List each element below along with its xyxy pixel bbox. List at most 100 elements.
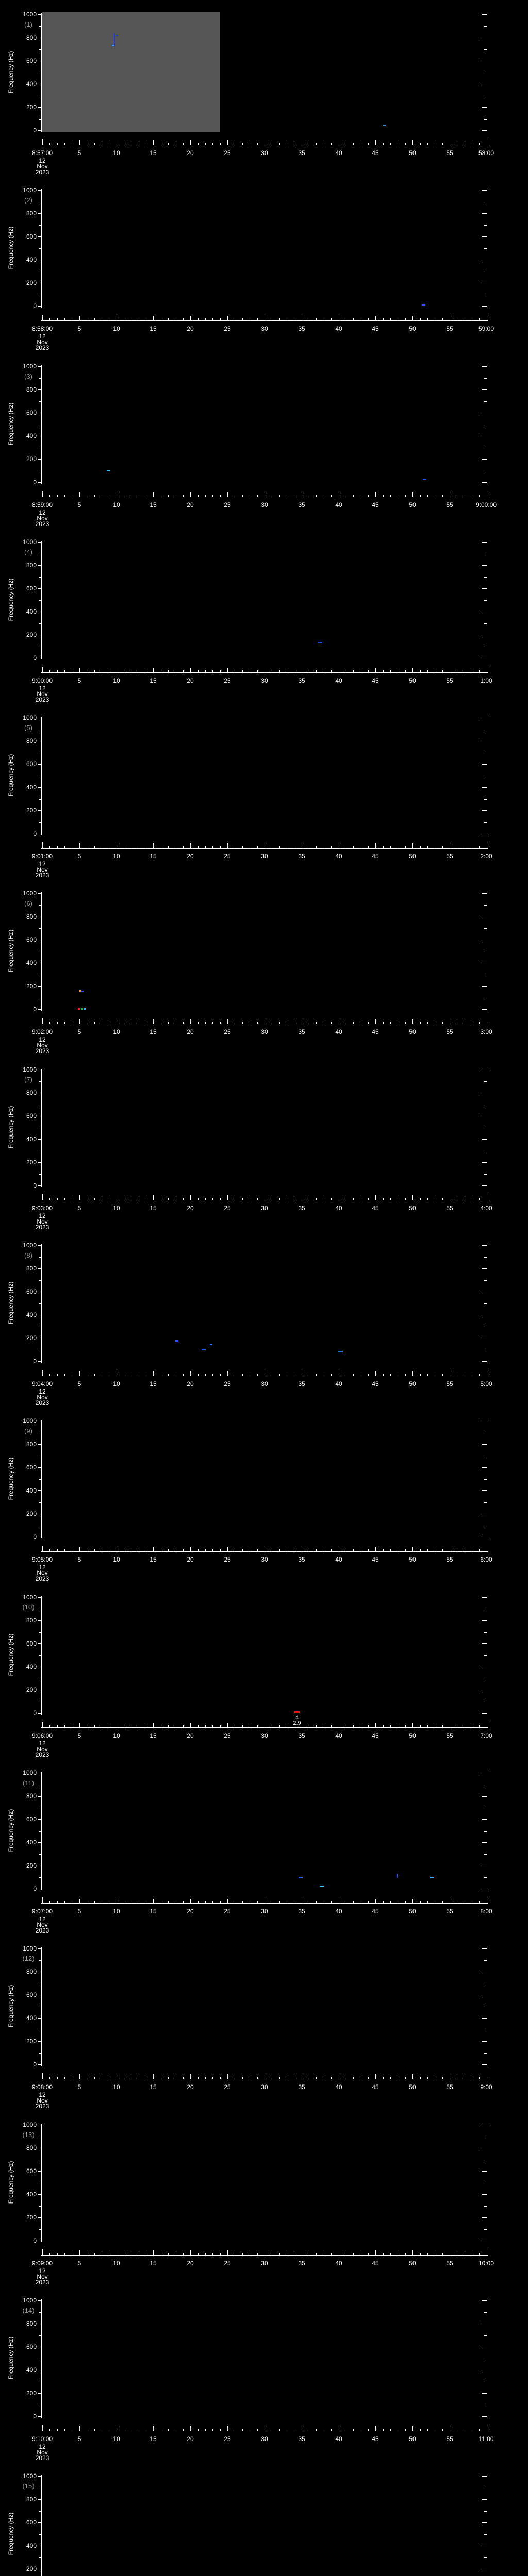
time-tick xyxy=(212,1374,213,1376)
y-tick xyxy=(38,14,41,15)
time-tick-label: 10 xyxy=(113,853,120,860)
time-tick xyxy=(405,2077,406,2079)
y-axis-title: Frequency (Hz) xyxy=(7,402,14,446)
time-tick xyxy=(420,2253,421,2255)
time-tick xyxy=(316,846,317,848)
time-tick xyxy=(190,2250,191,2255)
time-tick xyxy=(331,1901,332,1903)
y-tick xyxy=(39,401,41,402)
time-tick xyxy=(242,2429,243,2431)
time-tick xyxy=(383,846,384,848)
right-axis-tick xyxy=(484,928,487,929)
right-axis-tick xyxy=(484,1303,487,1304)
time-tick-label: 35 xyxy=(298,1556,305,1563)
time-tick xyxy=(242,2077,243,2079)
time-tick xyxy=(64,318,65,320)
time-tick xyxy=(316,2253,317,2255)
y-axis-line xyxy=(41,1772,42,1890)
right-axis-tick xyxy=(482,1268,487,1269)
time-tick xyxy=(57,318,58,320)
time-tick xyxy=(316,1198,317,1200)
right-axis-tick xyxy=(482,1444,487,1445)
time-tick xyxy=(368,143,369,145)
time-tick xyxy=(220,2077,221,2079)
time-tick xyxy=(79,1723,80,1727)
time-tick xyxy=(94,1022,95,1024)
time-tick xyxy=(57,1374,58,1376)
panel-index-label: (11) xyxy=(22,1779,35,1787)
time-tick xyxy=(94,2429,95,2431)
time-tick-label: 15 xyxy=(150,149,157,157)
date-label: 2023 xyxy=(35,2279,50,2286)
end-time-label: 2:00 xyxy=(480,853,492,860)
panel-index-label: (3) xyxy=(24,372,32,380)
time-tick xyxy=(479,318,480,320)
panel-index-label: (12) xyxy=(22,1955,35,1962)
y-tick-label: 400 xyxy=(26,256,37,263)
time-tick xyxy=(183,1725,184,1727)
time-tick xyxy=(375,1723,376,1727)
y-tick xyxy=(39,1632,41,1633)
time-tick-label: 5 xyxy=(77,1380,81,1387)
time-tick-label: 25 xyxy=(224,501,231,509)
date-label: 12 xyxy=(39,1740,46,1747)
time-tick-label: 50 xyxy=(409,1556,416,1563)
time-tick xyxy=(190,1371,191,1376)
right-axis-tick xyxy=(484,905,487,906)
time-tick-label: 55 xyxy=(446,501,453,509)
end-time-label: 1:00 xyxy=(480,677,492,684)
time-tick-label: 50 xyxy=(409,149,416,157)
time-tick xyxy=(198,495,199,497)
y-tick xyxy=(39,1081,41,1082)
y-tick xyxy=(39,225,41,226)
time-tick xyxy=(405,2253,406,2255)
time-tick-label: 10 xyxy=(113,1556,120,1563)
time-tick xyxy=(220,670,221,672)
detection-mark xyxy=(112,45,114,46)
time-tick xyxy=(279,2429,280,2431)
time-tick-label: 5 xyxy=(77,2260,81,2267)
y-tick-label: 400 xyxy=(26,2542,37,2549)
time-tick xyxy=(64,495,65,497)
y-tick xyxy=(39,2053,41,2054)
time-tick-label: 55 xyxy=(446,2260,453,2267)
y-tick xyxy=(39,1303,41,1304)
time-tick xyxy=(57,1022,58,1024)
right-axis-tick xyxy=(482,1245,487,1246)
date-label: 2023 xyxy=(35,1751,50,1758)
panel-index-label: (5) xyxy=(24,724,32,732)
time-tick xyxy=(79,1899,80,1903)
time-tick xyxy=(190,1195,191,1200)
y-tick-label: 1000 xyxy=(23,1242,37,1249)
time-tick xyxy=(331,670,332,672)
time-tick xyxy=(57,670,58,672)
time-tick-label: 55 xyxy=(446,2435,453,2443)
time-tick xyxy=(168,1374,169,1376)
time-tick xyxy=(331,2429,332,2431)
right-axis-tick xyxy=(482,1819,487,1820)
time-tick-label: 55 xyxy=(446,1380,453,1387)
time-tick xyxy=(412,1195,413,1200)
time-tick xyxy=(64,143,65,145)
right-axis-tick xyxy=(482,190,487,191)
end-time-label: 9:00:00 xyxy=(475,501,497,509)
time-tick xyxy=(375,2426,376,2431)
panel-row: (14) Frequency (Hz) 0 200 400 600 800 1000 5 10 15… xyxy=(0,2286,528,2462)
time-tick xyxy=(57,2077,58,2079)
time-tick xyxy=(353,318,354,320)
y-axis-title: Frequency (Hz) xyxy=(7,1633,14,1676)
time-tick xyxy=(94,1725,95,1727)
time-tick-label: 40 xyxy=(335,677,342,684)
time-tick-label: 50 xyxy=(409,677,416,684)
y-tick xyxy=(39,248,41,249)
time-tick xyxy=(405,1549,406,1551)
time-tick xyxy=(383,2077,384,2079)
time-tick xyxy=(242,318,243,320)
time-tick xyxy=(79,2426,80,2431)
time-tick xyxy=(405,143,406,145)
time-tick xyxy=(442,143,443,145)
time-tick xyxy=(279,2077,280,2079)
time-tick-label: 30 xyxy=(261,1908,268,1915)
time-tick-label: 20 xyxy=(187,325,194,332)
